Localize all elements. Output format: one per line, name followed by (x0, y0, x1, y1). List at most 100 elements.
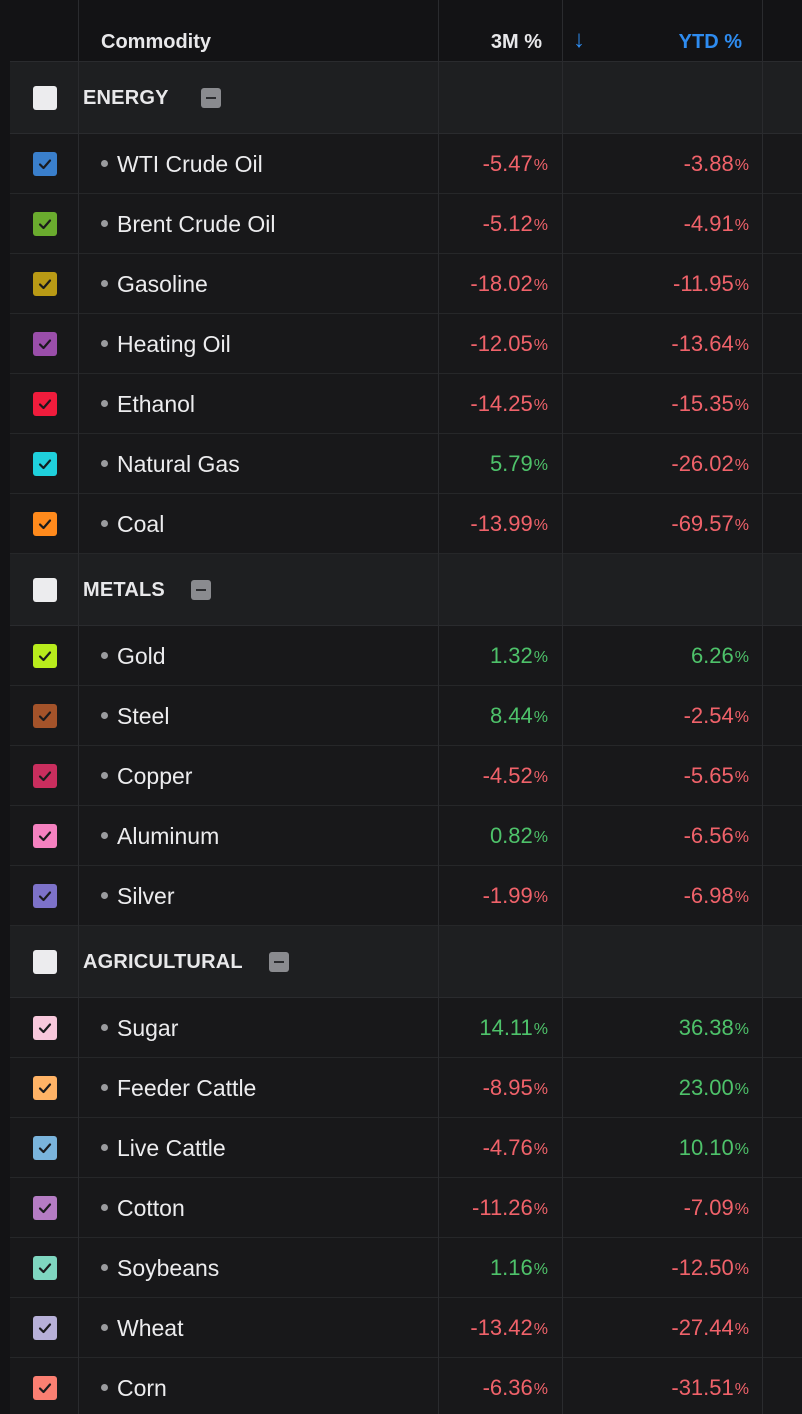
commodity-checkbox[interactable] (33, 452, 57, 476)
commodity-checkbox[interactable] (33, 824, 57, 848)
percent-sign: % (734, 277, 749, 294)
value-3m: -1.99% (483, 866, 548, 926)
value-number: 36.38 (678, 1015, 734, 1040)
commodity-checkbox[interactable] (33, 1196, 57, 1220)
table-row[interactable]: Brent Crude Oil -5.12% -4.91% (10, 194, 802, 254)
value-number: 1.32 (489, 643, 533, 668)
collapse-minus-icon[interactable] (201, 88, 221, 108)
commodity-checkbox[interactable] (33, 332, 57, 356)
percent-sign: % (533, 769, 548, 786)
table-row[interactable]: Feeder Cattle -8.95% 23.00% (10, 1058, 802, 1118)
value-number: -6.98 (683, 883, 734, 908)
commodity-name: Feeder Cattle (117, 1074, 257, 1101)
checkmark-icon (38, 339, 52, 350)
table-row[interactable]: Live Cattle -4.76% 10.10% (10, 1118, 802, 1178)
table-row[interactable]: Coal -13.99% -69.57% (10, 494, 802, 554)
table-row[interactable]: Gasoline -18.02% -11.95% (10, 254, 802, 314)
column-divider (762, 0, 763, 1414)
column-divider (438, 0, 439, 1414)
table-row[interactable]: Cotton -11.26% -7.09% (10, 1178, 802, 1238)
value-3m: -5.12% (483, 194, 548, 254)
sort-desc-arrow-icon[interactable]: ↓ (573, 26, 585, 53)
column-divider (78, 0, 79, 1414)
commodity-checkbox[interactable] (33, 1256, 57, 1280)
commodity-checkbox[interactable] (33, 1136, 57, 1160)
collapse-minus-icon[interactable] (191, 580, 211, 600)
commodity-checkbox[interactable] (33, 512, 57, 536)
value-number: -31.51 (671, 1375, 734, 1400)
percent-sign: % (533, 1261, 548, 1278)
checkmark-icon (38, 1323, 52, 1334)
commodity-checkbox[interactable] (33, 152, 57, 176)
percent-sign: % (734, 1021, 749, 1038)
checkmark-icon (38, 279, 52, 290)
commodity-checkbox[interactable] (33, 1076, 57, 1100)
value-3m: 14.11% (479, 998, 548, 1058)
bullet-dot (101, 1204, 108, 1211)
table-row[interactable]: Corn -6.36% -31.51% (10, 1358, 802, 1414)
table-row[interactable]: Copper -4.52% -5.65% (10, 746, 802, 806)
commodity-name: Live Cattle (117, 1134, 226, 1161)
column-header-commodity[interactable]: Commodity (101, 31, 211, 53)
value-number: -13.99 (470, 511, 533, 536)
commodity-checkbox[interactable] (33, 1376, 57, 1400)
commodity-checkbox[interactable] (33, 1016, 57, 1040)
checkmark-icon (38, 1083, 52, 1094)
table-row[interactable]: Sugar 14.11% 36.38% (10, 998, 802, 1058)
commodity-name: Wheat (117, 1314, 184, 1341)
bullet-dot (101, 1144, 108, 1151)
table-row[interactable]: Wheat -13.42% -27.44% (10, 1298, 802, 1358)
commodity-checkbox[interactable] (33, 884, 57, 908)
commodity-checkbox[interactable] (33, 704, 57, 728)
table-row[interactable]: WTI Crude Oil -5.47% -3.88% (10, 134, 802, 194)
group-header-agricultural: AGRICULTURAL (10, 926, 802, 998)
group-header-energy: ENERGY (10, 62, 802, 134)
percent-sign: % (533, 1021, 548, 1038)
table-row[interactable]: Soybeans 1.16% -12.50% (10, 1238, 802, 1298)
commodity-name: Soybeans (117, 1254, 220, 1281)
table-row[interactable]: Silver -1.99% -6.98% (10, 866, 802, 926)
commodity-checkbox[interactable] (33, 1316, 57, 1340)
percent-sign: % (734, 769, 749, 786)
commodity-name: Ethanol (117, 390, 196, 417)
table-row[interactable]: Natural Gas 5.79% -26.02% (10, 434, 802, 494)
commodity-checkbox[interactable] (33, 392, 57, 416)
bullet-dot (101, 1264, 108, 1271)
table-row[interactable]: Aluminum 0.82% -6.56% (10, 806, 802, 866)
commodity-checkbox[interactable] (33, 212, 57, 236)
table-row[interactable]: Gold 1.32% 6.26% (10, 626, 802, 686)
value-3m: -14.25% (470, 374, 548, 434)
group-select-checkbox[interactable] (33, 86, 57, 110)
value-number: -11.26 (472, 1195, 533, 1220)
bullet-dot (101, 280, 108, 287)
commodity-checkbox[interactable] (33, 644, 57, 668)
percent-sign: % (533, 277, 548, 294)
percent-sign: % (533, 1381, 548, 1398)
commodity-name: Gasoline (117, 270, 208, 297)
bullet-dot (101, 160, 108, 167)
column-header-3m[interactable]: 3M % (490, 31, 542, 53)
table-row[interactable]: Heating Oil -12.05% -13.64% (10, 314, 802, 374)
value-ytd: -11.95% (673, 254, 749, 314)
table-row[interactable]: Ethanol -14.25% -15.35% (10, 374, 802, 434)
bullet-dot (101, 832, 108, 839)
collapse-minus-icon[interactable] (269, 952, 289, 972)
percent-sign: % (734, 337, 749, 354)
commodity-checkbox[interactable] (33, 272, 57, 296)
value-3m: -8.95% (483, 1058, 548, 1118)
checkmark-icon (38, 891, 52, 902)
value-number: -7.09 (683, 1195, 734, 1220)
group-select-checkbox[interactable] (33, 950, 57, 974)
value-ytd: -6.98% (684, 866, 749, 926)
percent-sign: % (734, 709, 749, 726)
table-row[interactable]: Steel 8.44% -2.54% (10, 686, 802, 746)
value-ytd: -2.54% (684, 686, 749, 746)
value-number: 1.16 (489, 1255, 533, 1280)
bullet-dot (101, 712, 108, 719)
percent-sign: % (734, 649, 749, 666)
percent-sign: % (734, 1201, 749, 1218)
column-header-ytd[interactable]: YTD % (678, 31, 742, 53)
commodity-checkbox[interactable] (33, 764, 57, 788)
group-select-checkbox[interactable] (33, 578, 57, 602)
value-number: -12.50 (671, 1255, 734, 1280)
